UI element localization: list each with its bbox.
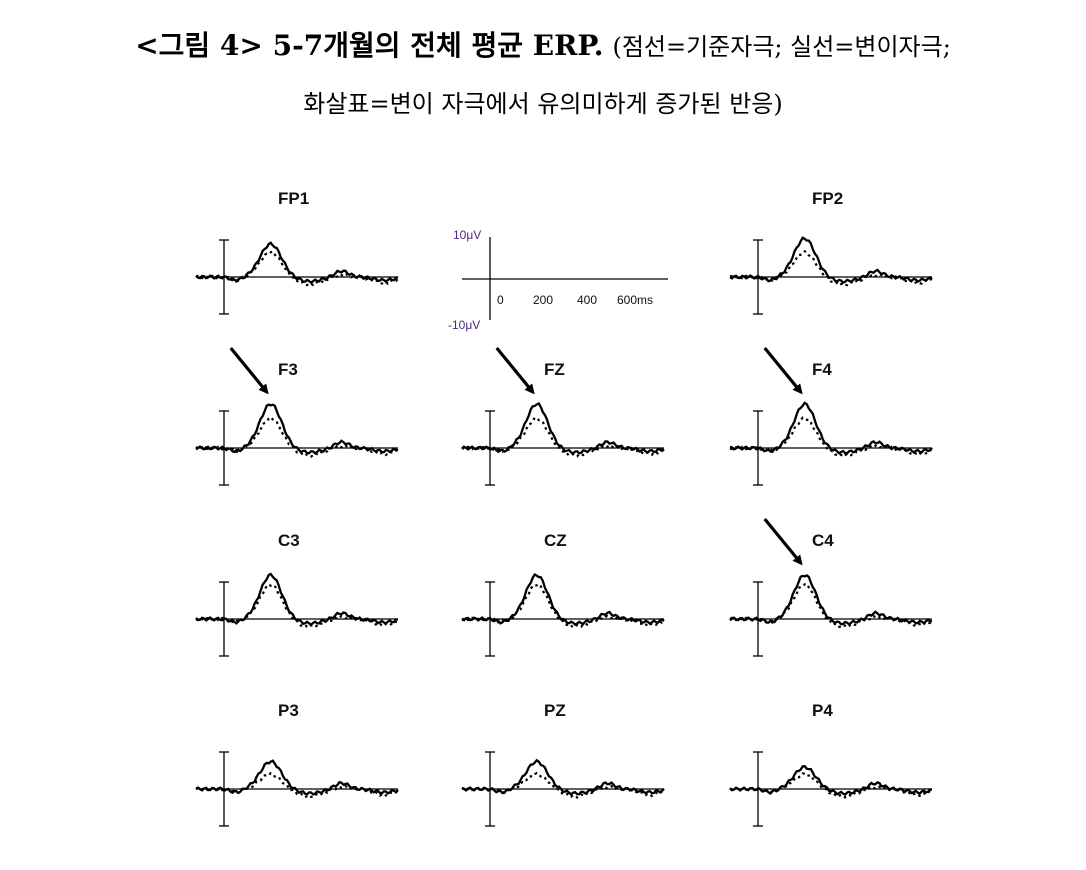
deviant-waveform (195, 572, 398, 627)
deviant-waveform (195, 759, 399, 796)
deviant-waveform (729, 401, 933, 455)
deviant-waveform (461, 401, 665, 455)
scale-legend: 10μV -10μV 0 200 400 600ms (448, 228, 668, 332)
deviant-waveform (461, 758, 665, 796)
electrode-label: P3 (278, 701, 299, 720)
deviant-waveform (729, 574, 933, 626)
standard-waveform (195, 771, 399, 799)
standard-waveform (461, 582, 665, 629)
deviant-waveform (729, 236, 933, 284)
electrode-label: C3 (278, 531, 300, 550)
deviant-waveform (195, 241, 399, 285)
electrode-panel-f4: F4 (729, 346, 933, 486)
electrode-label: FP1 (278, 189, 309, 208)
electrode-panel-fp1: FP1 (195, 189, 399, 315)
electrode-panel-pz: PZ (461, 701, 665, 827)
electrode-panel-f3: F3 (195, 346, 399, 486)
significance-arrow (763, 517, 803, 566)
electrode-label: FP2 (812, 189, 843, 208)
significance-arrow (495, 346, 535, 395)
electrode-label: P4 (812, 701, 833, 720)
electrode-panel-fp2: FP2 (729, 189, 933, 315)
figure-caption-note: (점선=기준자극; 실선=변이자극; (612, 33, 951, 61)
deviant-waveform (195, 403, 399, 455)
scale-y-top-label: 10μV (453, 228, 481, 242)
standard-waveform (195, 415, 399, 458)
deviant-waveform (461, 572, 665, 627)
electrode-label: CZ (544, 531, 567, 550)
significance-arrow (763, 346, 803, 395)
electrode-panel-c4: C4 (729, 517, 933, 657)
electrode-panel-cz: CZ (461, 531, 665, 657)
electrode-panel-p4: P4 (729, 701, 933, 827)
figure-caption-label: <그림 4> 5-7개월의 전체 평균 ERP. (135, 29, 604, 62)
scale-x-tick-200: 200 (533, 293, 553, 307)
scale-x-tick-0: 0 (497, 293, 504, 307)
figure-caption-line1: <그림 4> 5-7개월의 전체 평균 ERP. (점선=기준자극; 실선=변이… (0, 26, 1086, 67)
electrode-label: FZ (544, 360, 565, 379)
electrode-label: PZ (544, 701, 566, 720)
scale-x-tick-400: 400 (577, 293, 597, 307)
electrode-panel-p3: P3 (195, 701, 399, 827)
standard-waveform (195, 250, 399, 287)
standard-waveform (729, 772, 933, 799)
standard-waveform (729, 582, 933, 629)
electrode-label: F3 (278, 360, 298, 379)
standard-waveform (461, 771, 665, 799)
electrode-label: F4 (812, 360, 832, 379)
standard-waveform (729, 249, 933, 287)
scale-y-bottom-label: -10μV (448, 318, 480, 332)
significance-arrow (229, 346, 269, 395)
scale-x-tick-600: 600ms (617, 293, 653, 307)
electrode-label: C4 (812, 531, 834, 550)
deviant-waveform (729, 764, 933, 796)
electrode-panel-c3: C3 (195, 531, 399, 657)
figure-caption-line2: 화살표=변이 자극에서 유의미하게 증가된 반응) (303, 90, 783, 118)
standard-waveform (461, 416, 665, 458)
electrode-panel-fz: FZ (461, 346, 665, 486)
